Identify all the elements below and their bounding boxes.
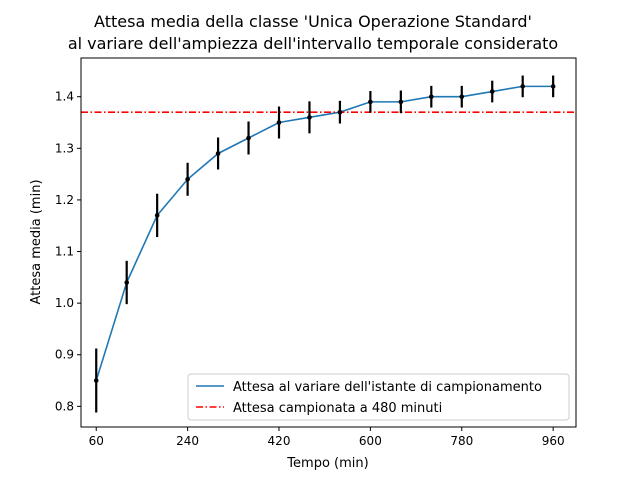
x-axis: 60 240 420 600 780 960 xyxy=(89,427,565,448)
legend: Attesa al variare dell'istante di campio… xyxy=(187,373,570,421)
data-point xyxy=(337,109,343,115)
data-point xyxy=(276,120,282,125)
data-point xyxy=(307,115,312,120)
y-tick-label: 1.3 xyxy=(55,141,74,155)
data-point xyxy=(246,135,251,141)
legend-label-reference: Attesa campionata a 480 minuti xyxy=(233,401,442,416)
data-point xyxy=(185,176,190,182)
x-tick-label: 780 xyxy=(450,434,473,448)
data-point xyxy=(459,94,465,100)
legend-frame xyxy=(187,373,570,421)
y-tick-label: 0.9 xyxy=(55,348,74,362)
data-point xyxy=(124,280,129,285)
data-point xyxy=(398,99,404,105)
data-point xyxy=(93,378,99,383)
series-line xyxy=(95,85,554,381)
y-tick-label: 0.8 xyxy=(55,399,74,413)
x-tick-label: 240 xyxy=(176,434,199,448)
x-tick-label: 60 xyxy=(89,434,104,448)
x-tick-label: 960 xyxy=(542,434,565,448)
x-tick-label: 420 xyxy=(268,434,291,448)
y-tick-label: 1.4 xyxy=(55,90,74,104)
y-tick-label: 1.2 xyxy=(55,193,74,207)
data-point xyxy=(429,94,434,100)
x-axis-label: Tempo (min) xyxy=(286,456,368,471)
legend-label-series: Attesa al variare dell'istante di campio… xyxy=(233,380,542,395)
data-point xyxy=(368,99,373,105)
data-point xyxy=(154,213,160,218)
x-tick-label: 600 xyxy=(359,434,382,448)
y-tick-label: 1.0 xyxy=(55,296,74,310)
data-point xyxy=(215,151,221,156)
y-tick-label: 1.1 xyxy=(55,245,74,259)
data-point xyxy=(489,89,495,94)
axes-frame xyxy=(80,57,577,428)
data-point xyxy=(550,84,556,89)
data-point xyxy=(520,84,525,89)
y-axis-label: Attesa media (min) xyxy=(29,179,44,304)
plot-area xyxy=(81,75,576,413)
y-axis: 0.8 0.9 1.0 1.1 1.2 1.3 1.4 xyxy=(55,90,81,413)
chart-title-line-2: al variare dell'ampiezza dell'intervallo… xyxy=(68,34,558,53)
chart-title-line-1: Attesa media della classe 'Unica Operazi… xyxy=(94,12,532,31)
